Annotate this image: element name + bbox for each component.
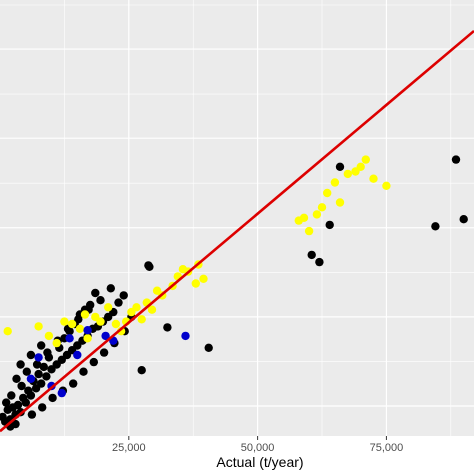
data-point-s0-71 [137,366,146,375]
data-point-s0-75 [204,343,213,352]
data-point-s2-9 [181,331,190,341]
data-point-s0-54 [69,379,78,388]
data-point-s1-17 [137,315,146,324]
data-point-s2-1 [34,353,43,362]
data-point-s2-4 [65,334,74,343]
data-point-s1-5 [67,319,77,329]
data-point-s1-40 [361,155,370,164]
data-point-s0-45 [0,412,7,422]
data-point-s1-39 [356,162,365,171]
x-tick-label-0: 25,000 [112,442,146,454]
data-point-s0-81 [451,155,461,164]
data-point-s1-32 [312,210,322,219]
data-point-s0-44 [11,419,20,429]
data-point-s0-56 [89,357,99,367]
data-point-s1-1 [34,322,43,331]
data-point-s1-7 [80,310,90,319]
data-point-s0-12 [37,379,46,388]
data-point-s0-55 [79,367,88,376]
regression-line-group [0,29,474,433]
data-point-s1-0 [3,327,12,336]
data-point-s1-30 [299,213,309,222]
data-point-s1-41 [369,174,378,183]
data-point-s1-10 [96,317,105,326]
gridlines [0,0,474,436]
data-point-s0-65 [74,315,83,324]
data-point-s0-78 [325,220,334,230]
data-point-s0-69 [37,341,46,350]
data-point-s0-47 [7,391,16,400]
x-tick-label-1: 50,000 [241,442,275,454]
data-point-s0-41 [91,288,100,298]
data-point-s2-5 [73,350,82,360]
data-point-s0-40 [119,291,128,300]
data-point-s0-15 [34,369,43,379]
data-point-s1-4 [60,317,69,326]
x-axis-ticks: 25,000 50,000 75,000 [112,436,403,454]
data-point-s2-3 [57,388,66,398]
data-point-s0-42 [106,284,116,293]
data-point-s0-77 [315,257,324,267]
data-point-s0-74 [163,323,172,332]
data-point-s0-61 [32,360,42,369]
data-point-s1-11 [104,303,113,312]
data-point-s1-31 [304,226,314,236]
data-point-s1-34 [323,188,332,198]
x-axis-title: Actual (t/year) [216,454,303,470]
data-point-s2-0 [26,374,36,383]
data-point-s1-33 [317,203,327,212]
data-point-s0-39 [96,296,105,305]
data-point-s2-6 [83,326,92,335]
data-point-s0-82 [459,215,468,224]
data-point-s0-48 [17,381,26,391]
data-point-s0-73 [145,262,154,271]
data-point-s0-49 [12,374,21,383]
data-point-s0-8 [19,393,28,403]
x-tick-label-2: 75,000 [370,442,404,454]
data-point-s1-2 [44,331,54,341]
data-point-s1-36 [335,198,345,207]
data-point-s0-38 [114,298,123,307]
data-point-s0-62 [43,348,52,357]
data-point-s1-37 [343,169,352,179]
data-point-s0-10 [24,386,33,395]
regression-line [0,29,474,433]
data-point-s0-51 [38,403,47,412]
data-point-s0-14 [42,372,51,381]
data-point-s1-6 [75,324,85,333]
data-point-s2-7 [101,331,110,341]
data-point-s1-26 [191,279,200,288]
data-point-s0-17 [39,362,48,372]
data-point-s0-52 [48,393,57,403]
data-point-s1-16 [132,303,141,312]
data-point-s1-35 [330,178,340,187]
data-point-s1-12 [111,319,121,329]
data-point-s1-42 [382,181,391,190]
data-point-s0-80 [431,222,440,231]
data-point-s1-3 [52,338,61,348]
data-point-s1-19 [147,305,157,314]
data-point-s0-67 [16,360,25,369]
data-point-s0-46 [2,398,11,407]
data-point-s0-6 [13,400,23,410]
data-point-s1-28 [199,274,208,283]
data-point-s0-68 [26,350,36,360]
data-point-s1-8 [83,334,92,343]
data-point-s0-60 [22,367,31,376]
data-point-s0-50 [27,410,37,419]
data-point-s0-79 [335,162,345,171]
data-point-s0-57 [99,348,109,357]
data-point-s0-76 [307,250,316,260]
data-points [0,155,468,431]
